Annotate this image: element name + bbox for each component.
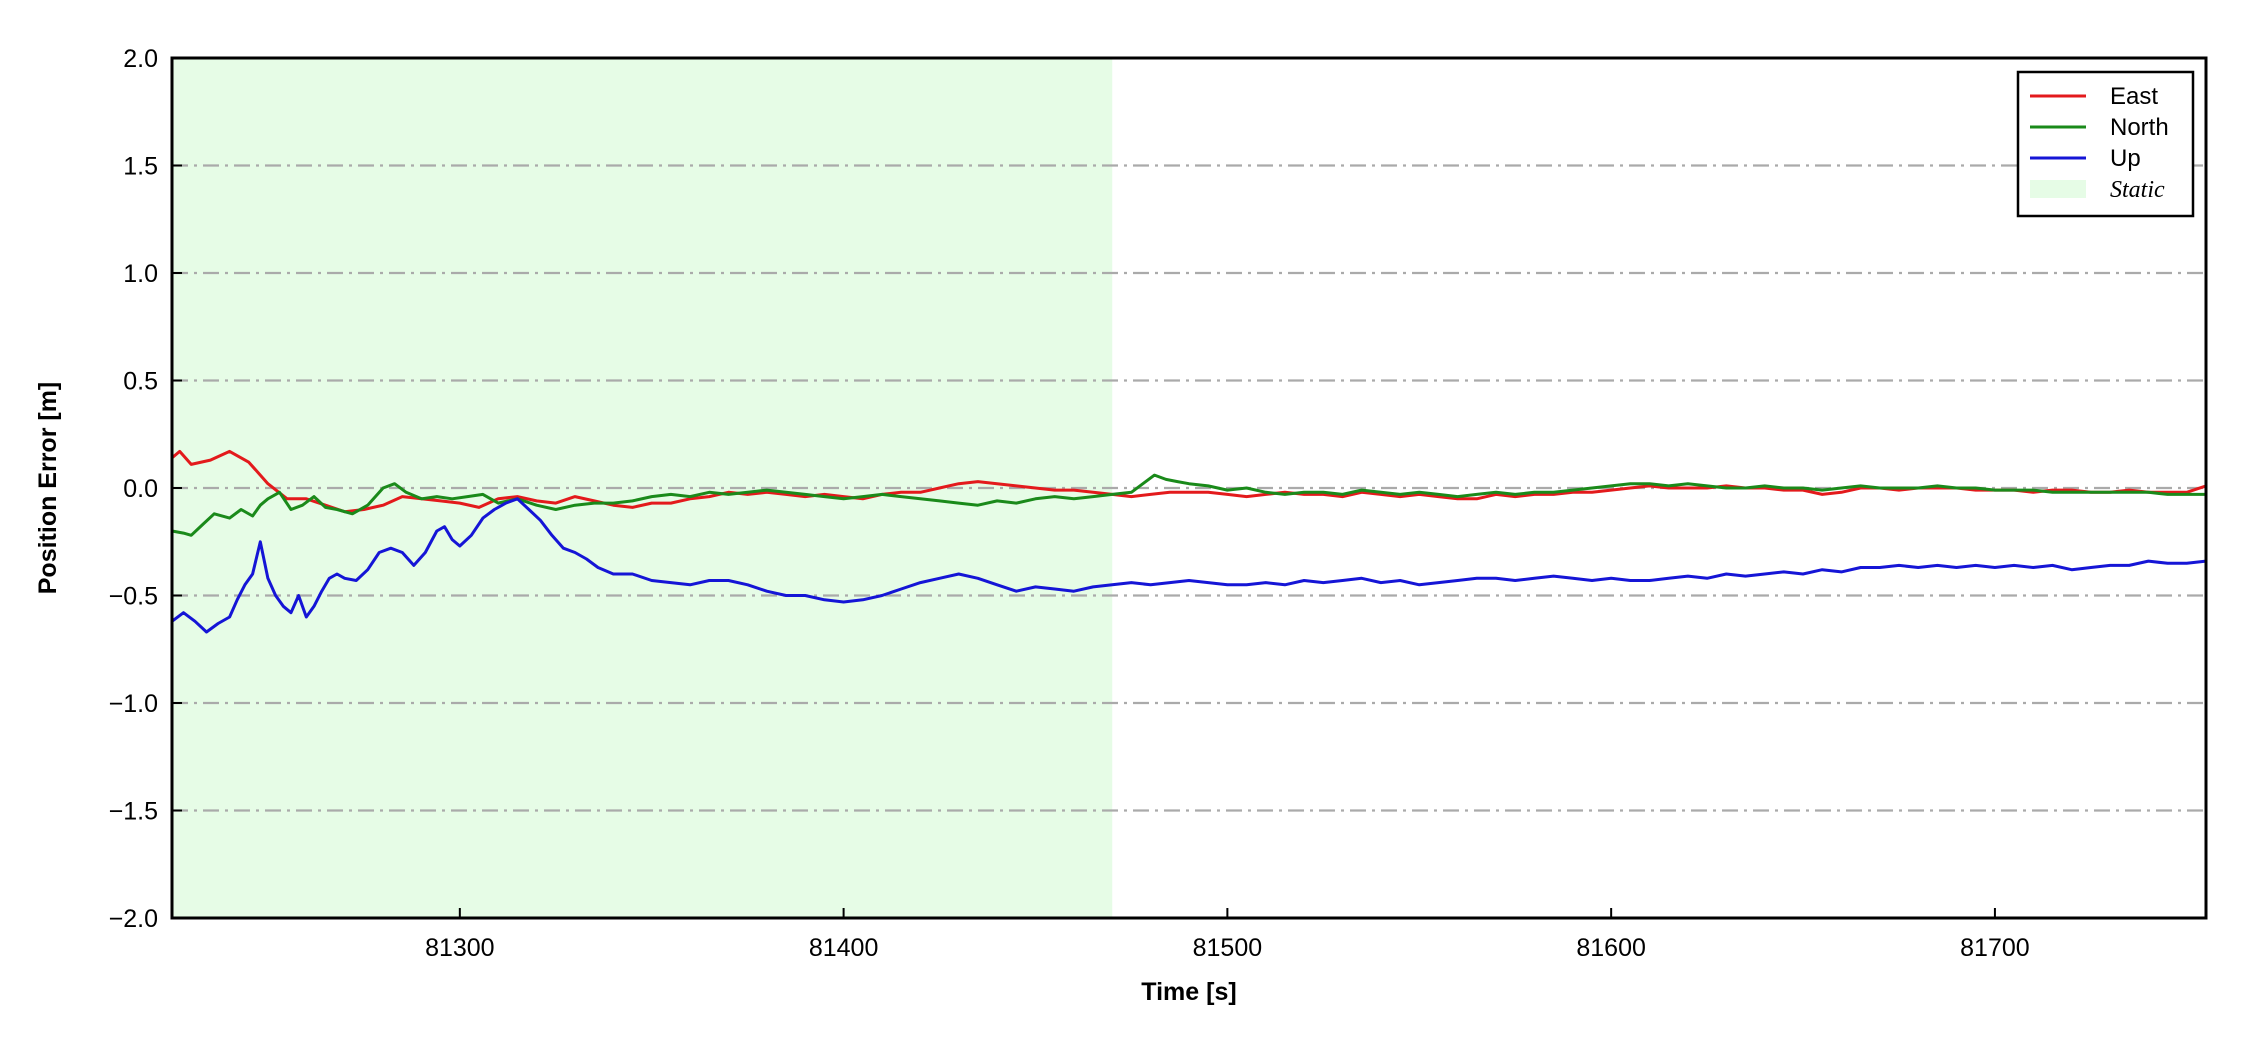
y-tick-label: −1.5 xyxy=(109,798,158,826)
gridlines-layer xyxy=(172,164,2206,812)
series-line-up xyxy=(171,497,2207,634)
x-tick-label: 81400 xyxy=(809,934,879,962)
x-tick-label: 81300 xyxy=(425,934,495,962)
x-tick-label: 81500 xyxy=(1193,934,1263,962)
y-axis-title: Position Error [m] xyxy=(34,382,62,595)
y-tick-label: −1.0 xyxy=(109,690,158,718)
legend-label-east: East xyxy=(2110,83,2158,110)
x-tick-label: 81700 xyxy=(1960,934,2030,962)
x-tick-label: 81600 xyxy=(1576,934,1646,962)
ticks-layer: 2.0 1.5 1.0 0.5 0.0 −0.5 −1.0 −1.5 −2.0 81300 8140… xyxy=(109,45,2030,962)
series-line-north xyxy=(171,473,2206,537)
legend: East North Up Static xyxy=(2016,70,2195,218)
legend-label-up: Up xyxy=(2110,145,2141,172)
y-tick-label: 0.5 xyxy=(123,368,158,396)
series-layer xyxy=(171,449,2207,634)
y-tick-label: 2.0 xyxy=(123,45,158,73)
y-tick-label: 1.5 xyxy=(123,153,158,181)
y-tick-label: −2.0 xyxy=(109,905,158,933)
y-tick-label: −0.5 xyxy=(109,583,158,611)
x-axis-title: Time [s] xyxy=(1141,978,1236,1006)
legend-label-static: Static xyxy=(2110,177,2165,203)
legend-label-north: North xyxy=(2110,114,2169,141)
y-tick-label: 0.0 xyxy=(123,475,158,503)
y-tick-label: 1.0 xyxy=(123,260,158,288)
legend-swatch-static xyxy=(2030,180,2086,198)
